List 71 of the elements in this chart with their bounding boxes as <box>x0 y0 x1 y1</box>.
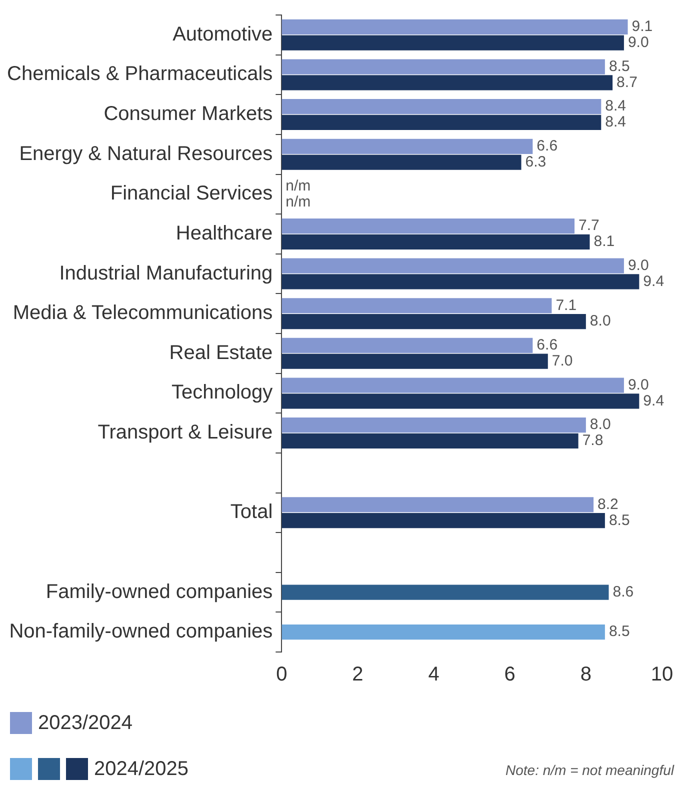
data-label: 9.0 <box>628 376 649 394</box>
bar <box>282 298 552 314</box>
y-tick-label: Transport & Leisure <box>98 422 273 444</box>
y-tick-label: Family-owned companies <box>46 580 273 603</box>
data-label: 8.7 <box>616 74 638 91</box>
x-tick-label: 4 <box>428 664 440 686</box>
data-label: 8.5 <box>608 512 630 529</box>
bar <box>282 314 586 330</box>
data-label: 8.5 <box>608 58 630 75</box>
data-label: 6.3 <box>525 153 546 170</box>
bar <box>282 258 624 274</box>
data-label: 8.6 <box>612 583 634 600</box>
x-tick-label: 8 <box>580 664 592 686</box>
bar <box>282 433 578 449</box>
y-tick-label: Industrial Manufacturing <box>59 262 273 284</box>
bar <box>282 354 548 369</box>
x-tick-label: 0 <box>276 664 288 686</box>
y-tick-label: Financial Services <box>110 182 273 205</box>
x-tick-label: 10 <box>650 664 674 686</box>
data-label: 8.4 <box>605 98 626 115</box>
bar <box>282 138 533 154</box>
bar <box>282 378 624 393</box>
y-tick-label: Healthcare <box>176 222 273 244</box>
x-tick-label: 6 <box>504 664 516 686</box>
data-label: 8.1 <box>594 233 615 250</box>
bar <box>282 114 602 130</box>
bar <box>282 274 640 290</box>
data-label: 8.4 <box>605 114 626 131</box>
y-tick-label: Real Estate <box>169 342 273 364</box>
data-label: 6.6 <box>536 138 558 155</box>
data-label: 9.0 <box>628 34 649 52</box>
x-tick-label: 2 <box>352 664 364 686</box>
y-tick-label: Energy & Natural Resources <box>19 142 273 165</box>
legend-label: 2024/2025 <box>94 758 189 780</box>
data-label: 9.4 <box>643 392 664 410</box>
bar <box>282 35 624 50</box>
bar <box>282 497 594 512</box>
bar <box>282 99 602 114</box>
text: n/m <box>286 177 311 194</box>
data-label: 7.7 <box>578 217 600 234</box>
bar <box>282 218 575 234</box>
data-label: 8.2 <box>598 496 618 513</box>
data-label: 8.5 <box>608 623 630 640</box>
y-tick-label: Technology <box>171 382 273 404</box>
y-tick-label: Automotive <box>172 23 273 46</box>
bar <box>282 75 613 90</box>
bar <box>282 338 533 354</box>
bar <box>282 19 628 35</box>
text: Note: n/m = not meaningful <box>506 762 674 778</box>
data-label: 8.0 <box>590 416 611 434</box>
y-tick-label: Total <box>230 501 273 524</box>
y-tick-label: Media & Telecommunications <box>12 302 273 324</box>
y-tick-label: Chemicals & Pharmaceuticals <box>7 63 273 86</box>
y-tick-label: Consumer Markets <box>104 103 273 126</box>
bar <box>282 154 522 170</box>
text: n/m <box>286 193 311 210</box>
bar <box>282 418 586 433</box>
data-label: 9.0 <box>628 256 649 274</box>
data-label: 9.1 <box>632 18 653 36</box>
data-label: 8.0 <box>590 312 611 330</box>
data-label: 7.8 <box>582 432 604 450</box>
legend-label: 2023/2024 <box>38 712 133 734</box>
data-label: 7.0 <box>552 352 573 370</box>
data-label: 9.4 <box>643 272 664 290</box>
bar <box>282 513 605 528</box>
bar <box>282 394 640 409</box>
data-label: 7.1 <box>556 296 577 314</box>
data-label: 6.6 <box>536 336 558 354</box>
y-tick-label: Non-family-owned companies <box>9 620 273 643</box>
bar <box>282 59 605 74</box>
bar <box>282 234 590 250</box>
